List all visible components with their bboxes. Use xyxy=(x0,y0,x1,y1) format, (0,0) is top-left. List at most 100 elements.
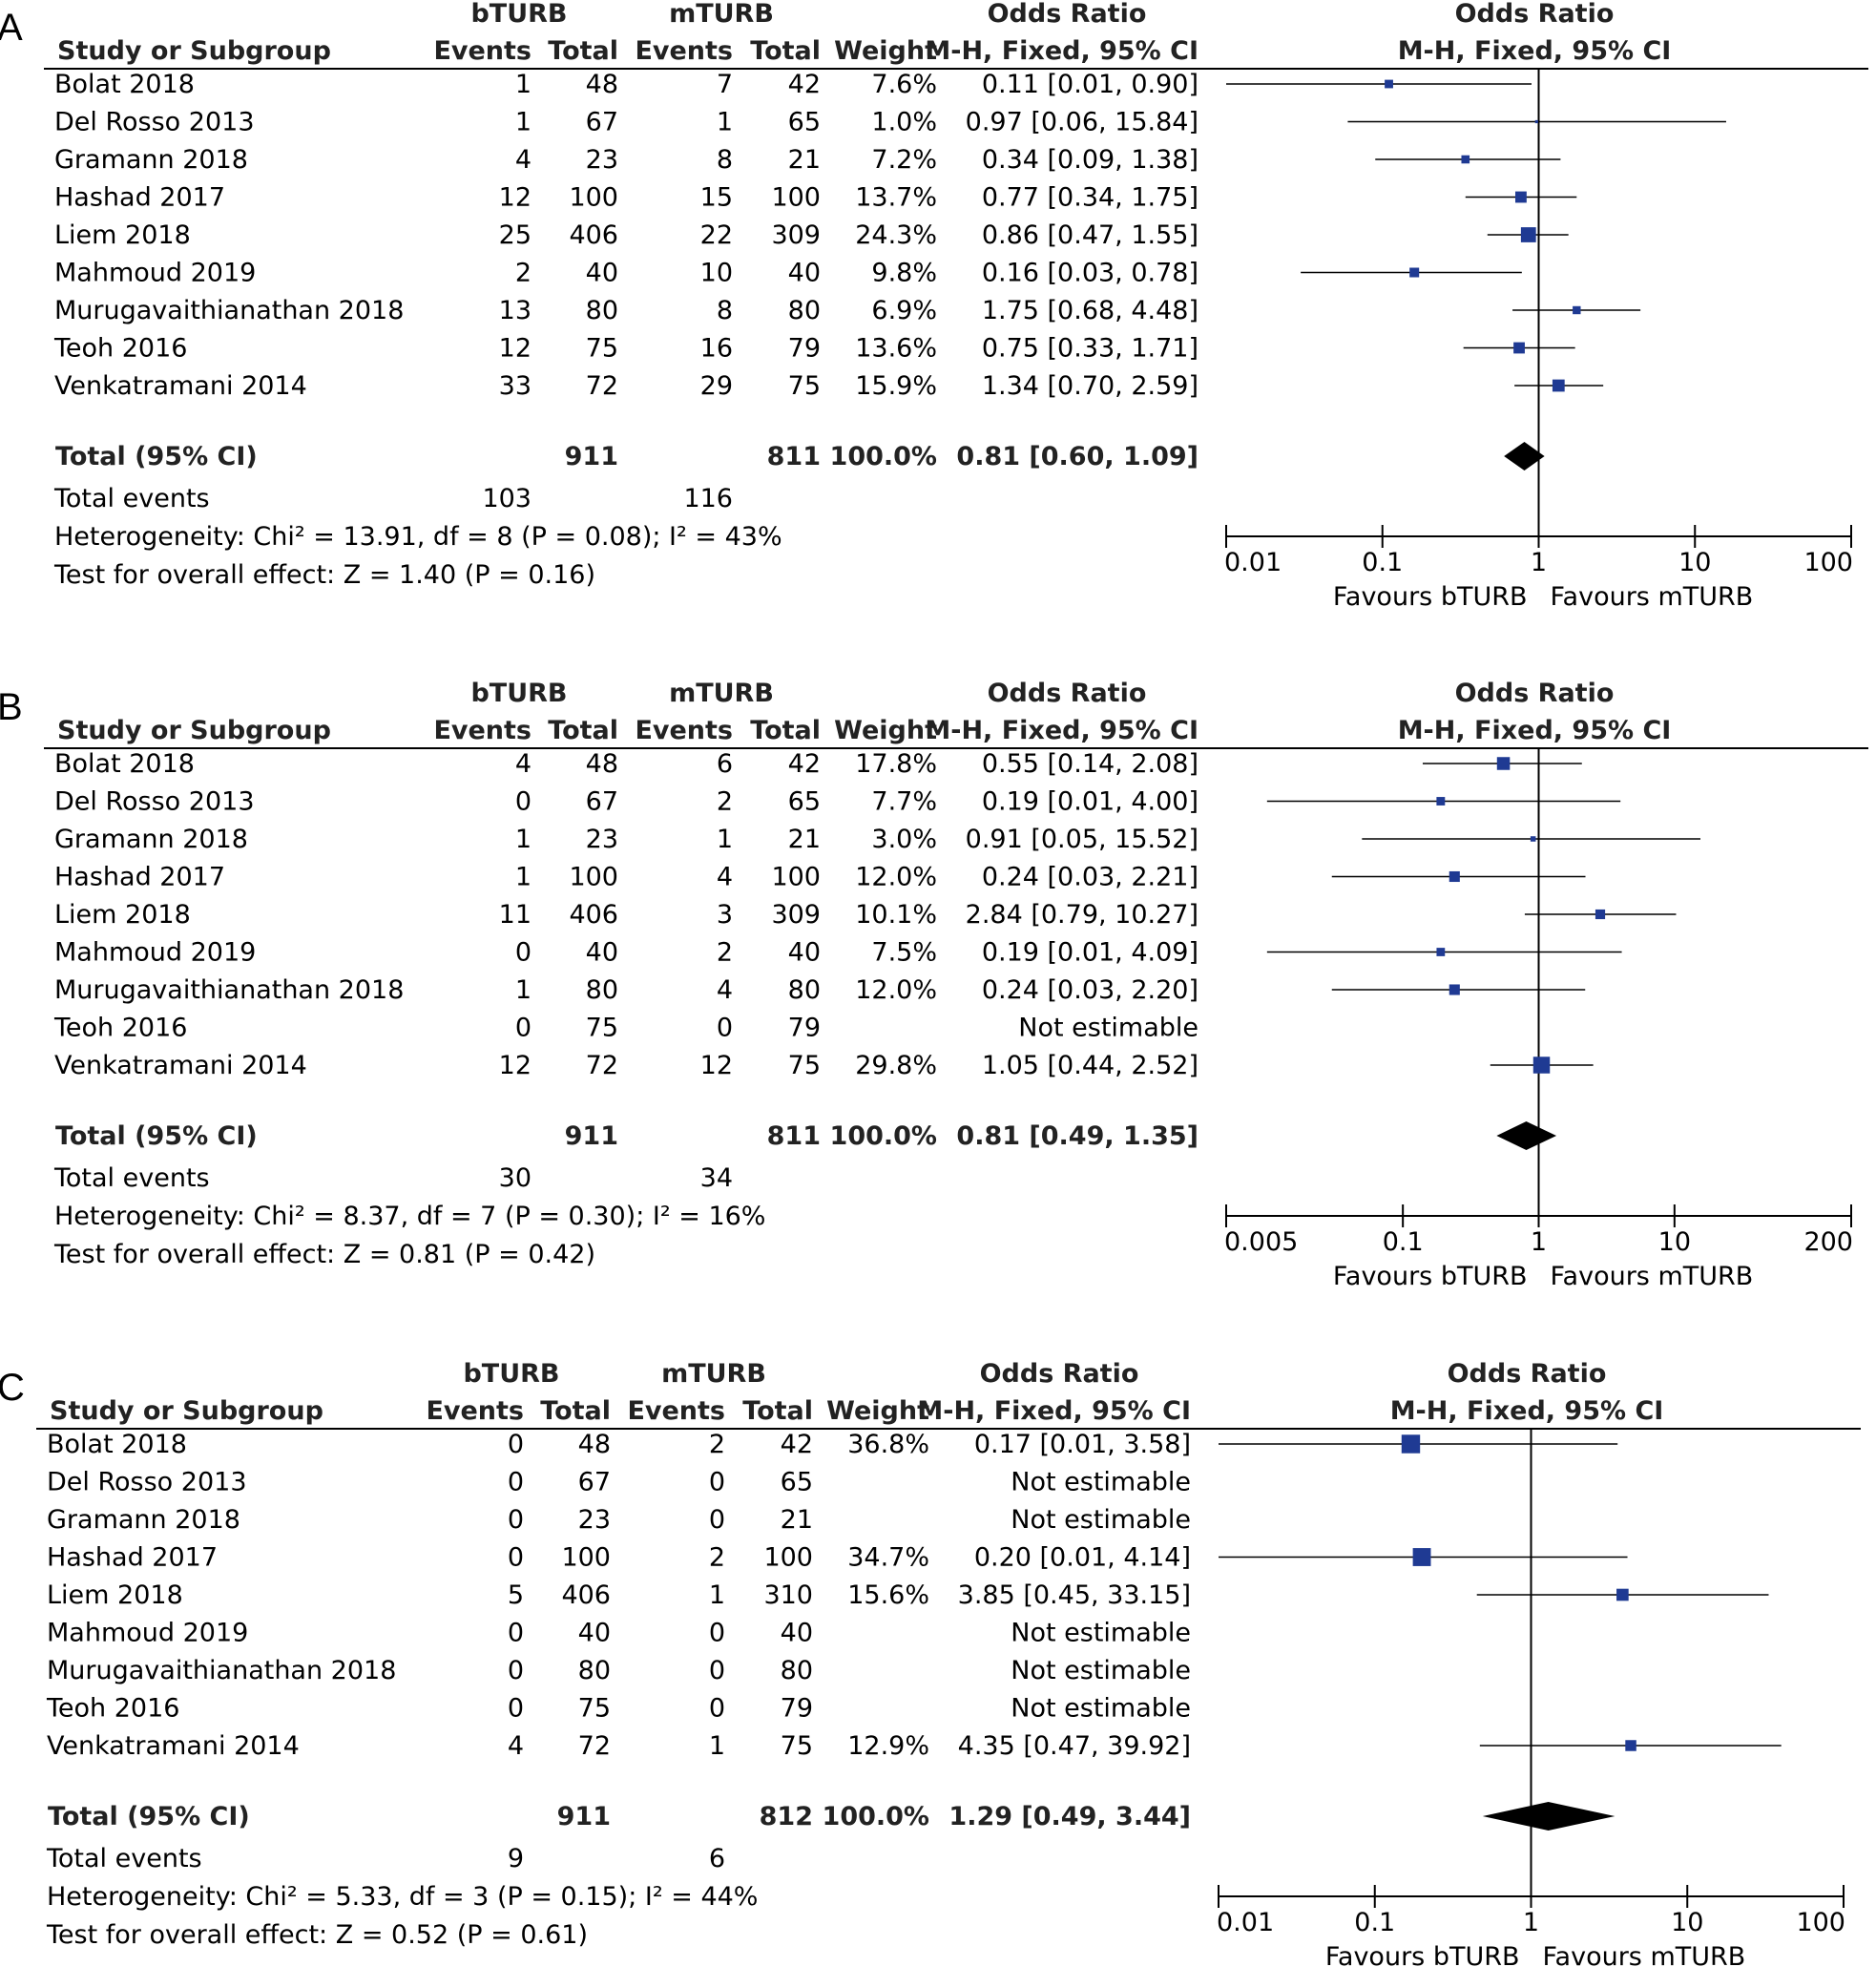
total-group1: 72 xyxy=(578,1731,611,1761)
events-group1: 5 xyxy=(508,1580,524,1610)
header-total-2: Total xyxy=(742,1396,813,1426)
events-group1: 4 xyxy=(515,145,532,175)
total-n-group1: 911 xyxy=(557,1802,611,1831)
header-events-1: Events xyxy=(433,36,532,66)
total-group1: 406 xyxy=(569,220,618,250)
pooled-diamond xyxy=(1482,1802,1615,1831)
x-tick-label: 0.1 xyxy=(1383,1227,1424,1257)
total-group1: 67 xyxy=(578,1468,611,1497)
study-or-ci: 0.77 [0.34, 1.75] xyxy=(982,183,1199,213)
total-n-group1: 911 xyxy=(565,1121,618,1151)
study-name: Murugavaithianathan 2018 xyxy=(47,1656,396,1685)
favours-right: Favours mTURB xyxy=(1551,582,1754,612)
total-weight: 100.0% xyxy=(830,1121,937,1151)
panel-label: C xyxy=(0,1367,25,1409)
study-marker xyxy=(1595,909,1606,920)
total-group1: 80 xyxy=(586,296,618,325)
study-or-ci: 0.11 [0.01, 0.90] xyxy=(982,70,1199,99)
study-marker xyxy=(1513,342,1525,354)
total-events-group2: 116 xyxy=(683,484,733,513)
x-tick-label: 0.1 xyxy=(1354,1908,1395,1937)
total-group2: 40 xyxy=(788,938,821,968)
study-or-ci: 0.24 [0.03, 2.21] xyxy=(982,863,1199,892)
study-name: Gramann 2018 xyxy=(47,1505,240,1535)
favours-left: Favours bTURB xyxy=(1325,1942,1520,1967)
study-or-ci: 0.16 [0.03, 0.78] xyxy=(982,259,1199,288)
total-group2: 65 xyxy=(781,1468,813,1497)
total-group2: 80 xyxy=(788,975,821,1005)
total-group2: 75 xyxy=(781,1731,813,1761)
total-group2: 75 xyxy=(788,371,821,401)
study-weight: 15.9% xyxy=(855,371,937,401)
header-total-2: Total xyxy=(750,36,821,66)
x-tick-label: 1 xyxy=(1531,1227,1547,1257)
total-group1: 100 xyxy=(569,863,618,892)
total-label: Total (95% CI) xyxy=(48,1802,250,1831)
events-group2: 0 xyxy=(709,1505,725,1535)
header-or-method: M-H, Fixed, 95% CI xyxy=(917,1396,1191,1426)
events-group2: 0 xyxy=(709,1619,725,1648)
study-marker xyxy=(1573,305,1581,315)
x-tick-label: 10 xyxy=(1678,548,1711,577)
total-n-group1: 911 xyxy=(565,442,618,471)
study-marker xyxy=(1520,227,1536,242)
total-group2: 42 xyxy=(781,1430,813,1459)
events-group2: 1 xyxy=(709,1580,725,1610)
pooled-diamond xyxy=(1504,442,1545,471)
header-weight: Weight xyxy=(834,716,937,745)
study-weight: 6.9% xyxy=(871,296,937,325)
header-plot-title: Odds Ratio xyxy=(1455,679,1615,708)
panel-label: A xyxy=(0,7,23,49)
header-events-1: Events xyxy=(433,716,532,745)
events-group1: 0 xyxy=(508,1694,524,1724)
total-group1: 23 xyxy=(578,1505,611,1535)
events-group1: 0 xyxy=(515,1014,532,1043)
total-events-label: Total events xyxy=(53,484,210,513)
header-group2: mTURB xyxy=(669,0,774,29)
study-weight: 29.8% xyxy=(855,1051,937,1080)
study-marker xyxy=(1449,984,1460,995)
study-name: Bolat 2018 xyxy=(54,70,195,99)
study-or-ci: 1.75 [0.68, 4.48] xyxy=(982,296,1199,325)
study-or-ci: 1.34 [0.70, 2.59] xyxy=(982,371,1199,401)
study-name: Liem 2018 xyxy=(54,220,191,250)
events-group1: 33 xyxy=(499,371,532,401)
events-group1: 0 xyxy=(508,1656,524,1685)
study-name: Liem 2018 xyxy=(47,1580,183,1610)
study-or-ci: 0.19 [0.01, 4.09] xyxy=(982,938,1199,968)
header-events-2: Events xyxy=(627,1396,725,1426)
study-or-ci: 0.55 [0.14, 2.08] xyxy=(982,749,1199,779)
study-weight: 7.5% xyxy=(871,938,937,968)
study-marker xyxy=(1552,379,1565,392)
total-group1: 406 xyxy=(561,1580,611,1610)
total-group2: 79 xyxy=(788,1014,821,1043)
study-weight: 12.0% xyxy=(855,863,937,892)
study-marker xyxy=(1530,836,1536,842)
study-marker xyxy=(1496,757,1511,770)
heterogeneity-text: Heterogeneity: Chi² = 5.33, df = 3 (P = … xyxy=(47,1882,758,1912)
study-name: Bolat 2018 xyxy=(47,1430,187,1459)
total-group2: 309 xyxy=(771,900,821,930)
total-events-label: Total events xyxy=(46,1844,202,1873)
header-study: Study or Subgroup xyxy=(57,716,331,745)
study-or-ci: 0.34 [0.09, 1.38] xyxy=(982,145,1199,175)
events-group2: 8 xyxy=(717,296,733,325)
pooled-diamond xyxy=(1496,1121,1557,1150)
favours-left: Favours bTURB xyxy=(1333,582,1528,612)
total-group2: 310 xyxy=(763,1580,813,1610)
total-group2: 80 xyxy=(781,1656,813,1685)
events-group1: 25 xyxy=(499,220,532,250)
events-group1: 0 xyxy=(515,938,532,968)
study-name: Gramann 2018 xyxy=(54,825,248,854)
events-group1: 1 xyxy=(515,825,532,854)
study-or-ci: 0.17 [0.01, 3.58] xyxy=(974,1430,1191,1459)
total-label: Total (95% CI) xyxy=(55,442,258,471)
total-group2: 65 xyxy=(788,787,821,817)
favours-right: Favours mTURB xyxy=(1551,1262,1754,1291)
study-or-ci: 0.24 [0.03, 2.20] xyxy=(982,975,1199,1005)
study-name: Mahmoud 2019 xyxy=(47,1619,248,1648)
study-marker xyxy=(1449,870,1460,883)
study-weight: 12.9% xyxy=(847,1731,929,1761)
study-name: Hashad 2017 xyxy=(47,1543,218,1573)
